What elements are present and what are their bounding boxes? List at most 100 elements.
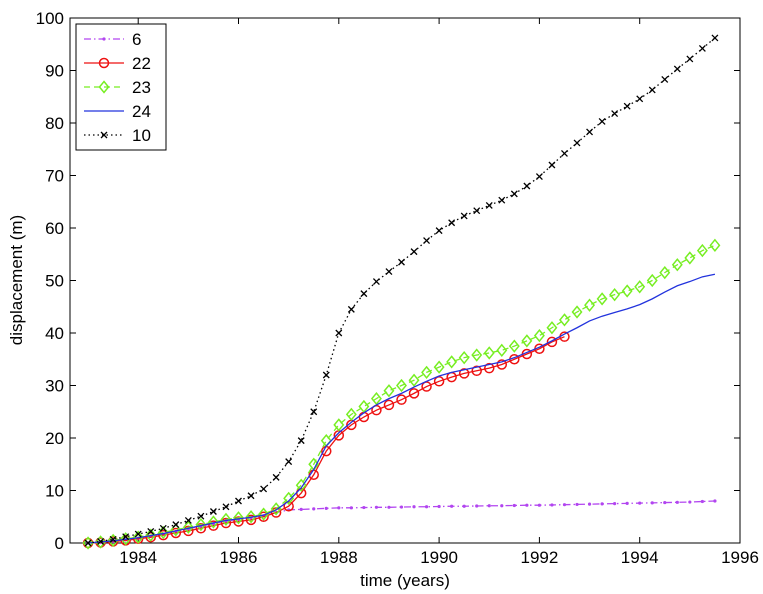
- marker: [399, 505, 404, 509]
- marker: [109, 535, 117, 543]
- marker: [500, 504, 504, 508]
- marker: [686, 55, 694, 63]
- marker: [483, 346, 495, 360]
- marker: [345, 407, 357, 422]
- marker: [285, 458, 293, 466]
- marker: [245, 514, 257, 526]
- marker: [584, 298, 596, 312]
- marker: [335, 329, 343, 337]
- marker: [634, 280, 646, 294]
- marker: [421, 365, 433, 380]
- marker: [172, 521, 180, 529]
- marker: [197, 512, 205, 520]
- marker: [675, 500, 679, 504]
- marker: [222, 503, 230, 511]
- marker: [561, 149, 568, 157]
- marker: [623, 102, 631, 110]
- marker: [312, 507, 316, 511]
- marker: [496, 343, 508, 358]
- marker: [498, 196, 506, 204]
- marker: [349, 506, 353, 510]
- marker: [195, 523, 207, 534]
- marker: [195, 517, 207, 532]
- marker: [533, 328, 545, 343]
- marker: [709, 238, 721, 253]
- marker: [370, 391, 382, 406]
- marker: [283, 491, 295, 506]
- marker: [696, 243, 708, 258]
- marker: [258, 507, 270, 521]
- y-tick-label: 90: [45, 62, 64, 81]
- marker: [646, 273, 658, 288]
- marker: [220, 517, 232, 529]
- marker: [360, 290, 368, 298]
- marker: [84, 539, 92, 547]
- x-tick-label: 1986: [220, 548, 258, 567]
- marker: [596, 292, 608, 306]
- marker: [487, 504, 491, 508]
- marker: [648, 86, 656, 94]
- legend-box: [75, 23, 167, 151]
- marker: [587, 502, 592, 506]
- marker: [559, 313, 570, 327]
- y-tick-label: 80: [45, 114, 64, 133]
- marker: [700, 499, 704, 504]
- y-tick-label: 100: [36, 9, 64, 28]
- y-tick-label: 70: [45, 167, 64, 186]
- marker: [671, 258, 683, 272]
- marker: [209, 508, 217, 515]
- marker: [484, 362, 495, 374]
- marker: [609, 287, 621, 302]
- marker: [684, 251, 696, 265]
- marker: [245, 510, 257, 524]
- marker: [310, 408, 318, 416]
- marker: [537, 503, 542, 507]
- marker: [220, 512, 232, 527]
- marker: [638, 501, 642, 505]
- marker: [546, 336, 558, 348]
- marker: [698, 44, 706, 52]
- marker: [408, 388, 420, 399]
- marker: [159, 524, 167, 532]
- marker: [421, 381, 432, 392]
- marker: [95, 535, 107, 549]
- marker: [396, 394, 407, 405]
- marker: [362, 505, 366, 510]
- marker: [435, 227, 443, 235]
- marker: [713, 499, 717, 503]
- marker: [673, 65, 681, 73]
- marker: [508, 339, 520, 353]
- marker: [383, 399, 395, 411]
- marker: [636, 95, 644, 103]
- marker: [183, 525, 194, 537]
- x-axis-label: time (years): [360, 571, 450, 590]
- marker: [471, 348, 483, 362]
- marker: [145, 528, 157, 542]
- x-tick-label: 1984: [119, 548, 157, 567]
- marker: [97, 537, 105, 545]
- marker: [170, 523, 182, 537]
- marker: [272, 473, 280, 481]
- marker: [473, 207, 481, 215]
- marker: [433, 360, 445, 374]
- marker: [573, 139, 581, 147]
- marker: [333, 418, 345, 432]
- marker: [337, 506, 341, 510]
- marker: [571, 305, 583, 319]
- marker: [324, 506, 328, 510]
- marker: [372, 278, 380, 286]
- marker: [170, 527, 182, 539]
- marker: [460, 212, 468, 220]
- marker: [347, 305, 355, 313]
- marker: [98, 57, 110, 69]
- marker: [621, 284, 633, 298]
- marker: [82, 536, 94, 550]
- marker: [512, 503, 516, 508]
- marker: [613, 502, 617, 506]
- marker: [100, 131, 108, 139]
- marker: [448, 219, 456, 227]
- marker: [235, 497, 242, 505]
- y-tick-label: 10: [45, 482, 64, 501]
- marker: [521, 334, 533, 348]
